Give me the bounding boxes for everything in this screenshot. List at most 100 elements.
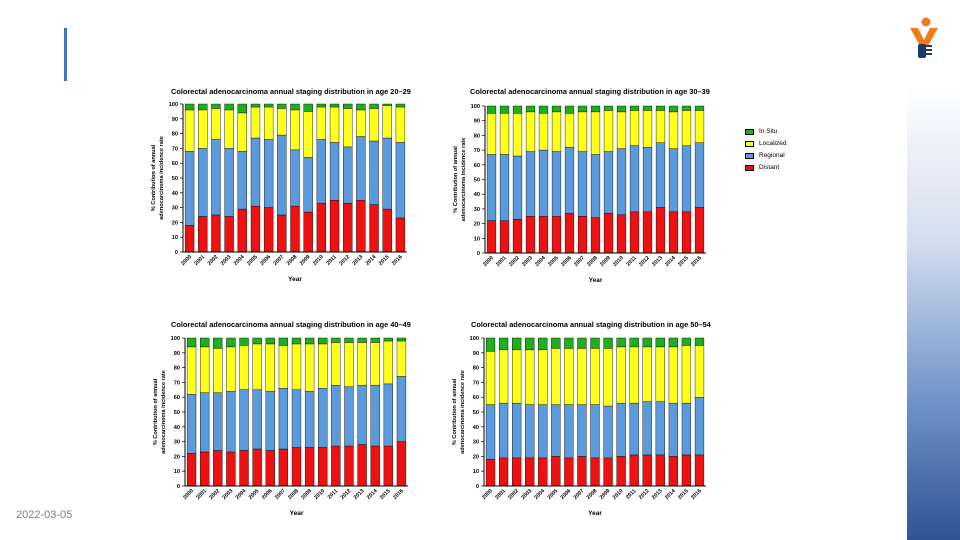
y-axis-label: % Contribution of annual <box>453 146 459 213</box>
bar-localized <box>577 348 587 405</box>
bar-localized <box>564 348 574 405</box>
bar-regional <box>681 402 692 456</box>
bar-in-situ <box>551 105 562 113</box>
bar-in-situ <box>642 337 652 348</box>
y-tick-label: 100 <box>470 336 479 342</box>
y-tick-label: 90 <box>174 351 180 357</box>
y-axis-label: % Contribution of annual <box>153 378 159 445</box>
organization-logo <box>910 17 938 58</box>
bar-in-situ <box>211 103 221 109</box>
bar-regional <box>485 404 496 460</box>
bar-in-situ <box>213 337 223 349</box>
y-tick-label: 0 <box>177 484 180 490</box>
bar-distant <box>485 459 496 487</box>
y-tick-label: 30 <box>172 206 178 212</box>
x-tick-label: 2007 <box>573 488 586 501</box>
y-axis-label: adenocarcinoma incidence rate <box>461 138 467 222</box>
x-tick-label: 2011 <box>625 488 638 501</box>
bar-distant <box>538 457 548 487</box>
bar-in-situ <box>694 105 705 111</box>
y-tick-label: 90 <box>474 119 480 125</box>
legend-item-distant: Distant <box>745 162 786 173</box>
bar-localized <box>498 349 509 404</box>
bar-in-situ <box>694 337 705 346</box>
legend-swatch-localized <box>745 140 754 147</box>
bar-regional <box>668 402 678 457</box>
legend-item-localized: Localized <box>745 138 786 149</box>
y-tick-label: 30 <box>174 440 180 446</box>
bar-in-situ <box>200 337 210 348</box>
bar-in-situ <box>224 103 234 111</box>
y-tick-label: 40 <box>473 425 479 431</box>
y-tick-label: 70 <box>174 380 180 386</box>
bar-localized <box>525 349 535 405</box>
bar-in-situ <box>499 105 510 114</box>
bar-localized <box>538 349 548 405</box>
y-tick-label: 90 <box>473 351 479 357</box>
y-tick-label: 0 <box>175 250 178 256</box>
bar-in-situ <box>291 337 302 345</box>
bar-in-situ <box>655 105 666 111</box>
y-tick-label: 60 <box>174 395 180 401</box>
bar-in-situ <box>184 103 195 111</box>
bar-localized <box>616 346 626 404</box>
legend-item-regional: Regional <box>745 150 786 161</box>
bar-regional <box>538 404 548 459</box>
y-tick-label: 50 <box>174 410 180 416</box>
chart-title: Colorectal adenocarcinoma annual staging… <box>171 87 411 96</box>
y-tick-label: 50 <box>172 176 178 182</box>
bar-localized <box>590 348 600 405</box>
x-axis-label: Year <box>288 276 302 283</box>
bar-in-situ <box>303 103 313 112</box>
bar-localized <box>629 346 639 404</box>
y-tick-label: 0 <box>476 484 479 490</box>
y-tick-label: 10 <box>474 236 480 242</box>
bar-in-situ <box>356 103 366 111</box>
x-tick-label: 2006 <box>560 488 573 501</box>
bar-in-situ <box>331 337 341 343</box>
slide-date: 2022-03-05 <box>16 509 73 521</box>
bar-in-situ <box>263 103 274 108</box>
bar-in-situ <box>681 337 692 346</box>
bar-in-situ <box>357 337 367 343</box>
bar-distant <box>603 457 613 487</box>
bar-in-situ <box>616 105 627 113</box>
y-tick-label: 20 <box>174 454 180 460</box>
bar-in-situ <box>369 103 379 109</box>
bar-regional <box>603 405 613 459</box>
y-tick-label: 10 <box>172 235 178 241</box>
bar-localized <box>512 349 522 404</box>
bar-in-situ <box>382 103 392 106</box>
chart-title: Colorectal adenocarcinoma annual staging… <box>471 320 712 329</box>
legend-label: Distant <box>759 164 780 171</box>
x-tick-label: 2016 <box>690 488 703 501</box>
bar-in-situ <box>250 103 261 108</box>
y-tick-label: 100 <box>171 336 180 342</box>
bar-in-situ <box>226 337 236 348</box>
bar-distant <box>512 457 522 487</box>
y-tick-label: 100 <box>471 104 480 110</box>
y-tick-label: 60 <box>172 161 178 167</box>
bar-in-situ <box>329 103 340 108</box>
y-tick-label: 90 <box>172 117 178 123</box>
y-tick-label: 10 <box>174 469 180 475</box>
bar-in-situ <box>538 105 549 114</box>
bar-distant <box>681 454 692 487</box>
bar-in-situ <box>603 337 613 349</box>
side-gradient-decoration <box>907 80 960 540</box>
x-tick-label: 2014 <box>664 488 677 501</box>
bar-regional <box>694 397 705 456</box>
bar-localized <box>603 348 613 407</box>
bar-in-situ <box>668 337 678 348</box>
bar-in-situ <box>668 105 679 113</box>
y-tick-label: 30 <box>473 440 479 446</box>
bar-in-situ <box>277 103 287 109</box>
chart-title: Colorectal adenocarcinoma annual staging… <box>171 320 411 329</box>
bar-in-situ <box>577 105 588 113</box>
title-accent-bar <box>64 28 67 81</box>
bar-in-situ <box>395 103 406 108</box>
y-tick-label: 40 <box>474 192 480 198</box>
